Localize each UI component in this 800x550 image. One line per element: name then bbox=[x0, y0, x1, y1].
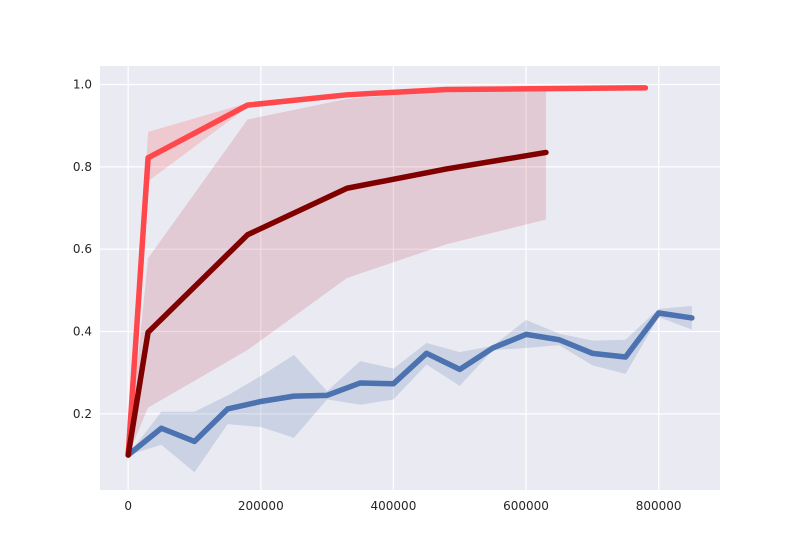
confidence-band bbox=[128, 89, 546, 456]
data-point bbox=[344, 92, 350, 98]
y-tick-label: 1.0 bbox=[73, 78, 92, 92]
data-point bbox=[291, 393, 297, 399]
data-point bbox=[324, 392, 330, 398]
data-point bbox=[623, 354, 629, 360]
data-point bbox=[424, 350, 430, 356]
y-tick-label: 0.6 bbox=[73, 242, 92, 256]
data-point bbox=[390, 381, 396, 387]
data-point bbox=[490, 345, 496, 351]
x-tick-label: 800000 bbox=[636, 499, 682, 513]
data-point bbox=[245, 232, 251, 238]
y-tick-label: 0.4 bbox=[73, 325, 92, 339]
data-point bbox=[556, 337, 562, 343]
y-tick-label: 0.8 bbox=[73, 160, 92, 174]
data-point bbox=[523, 331, 529, 337]
data-point bbox=[357, 380, 363, 386]
confidence-band bbox=[128, 86, 646, 456]
series-line bbox=[125, 310, 695, 458]
y-tick-label: 0.2 bbox=[73, 407, 92, 421]
data-point bbox=[145, 329, 151, 335]
data-point bbox=[443, 86, 449, 92]
series-lines bbox=[125, 85, 695, 458]
gridlines bbox=[100, 66, 720, 490]
data-point bbox=[457, 366, 463, 372]
x-axis-ticks: 0 200000 400000 600000 800000 bbox=[124, 499, 681, 513]
data-point bbox=[125, 452, 131, 458]
y-axis-ticks: 0.2 0.4 0.6 0.8 1.0 bbox=[73, 78, 92, 421]
series-line bbox=[125, 149, 549, 458]
data-point bbox=[543, 86, 549, 92]
data-point bbox=[245, 102, 251, 108]
data-point bbox=[589, 350, 595, 356]
confidence-band bbox=[128, 305, 692, 473]
data-point bbox=[543, 149, 549, 155]
data-point bbox=[642, 85, 648, 91]
x-tick-label: 600000 bbox=[503, 499, 549, 513]
data-point bbox=[656, 310, 662, 316]
data-point bbox=[689, 315, 695, 321]
data-point bbox=[145, 155, 151, 161]
x-tick-label: 400000 bbox=[371, 499, 417, 513]
data-point bbox=[443, 166, 449, 172]
data-point bbox=[225, 406, 231, 412]
data-point bbox=[258, 398, 264, 404]
data-point bbox=[158, 425, 164, 431]
x-tick-label: 200000 bbox=[238, 499, 284, 513]
x-tick-label: 0 bbox=[124, 499, 132, 513]
confidence-bands bbox=[128, 86, 692, 473]
data-point bbox=[344, 185, 350, 191]
data-point bbox=[191, 438, 197, 444]
